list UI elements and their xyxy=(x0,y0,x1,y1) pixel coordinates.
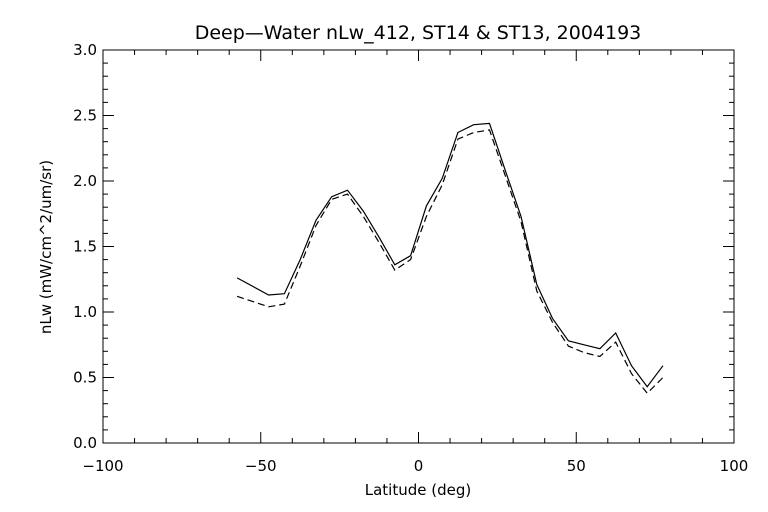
series-line-dashed xyxy=(236,129,664,395)
x-tick-label: 0 xyxy=(414,457,424,475)
x-tick-label: −100 xyxy=(82,457,123,475)
chart-title: Deep—Water nLw_412, ST14 & ST13, 2004193 xyxy=(195,22,642,44)
series-line-solid xyxy=(236,122,664,388)
y-tick-label: 2.0 xyxy=(73,172,97,190)
x-axis-label: Latitude (deg) xyxy=(365,481,471,499)
tick-labels: −100 −50 0 50 100 0.0 0.5 1.0 1.5 2.0 2.5 3.0 xyxy=(73,41,748,475)
y-tick-label: 0.5 xyxy=(73,369,97,387)
x-tick-label: 50 xyxy=(567,457,586,475)
axis-ticks xyxy=(102,49,735,444)
y-axis-label: nLw (mW/cm^2/um/sr) xyxy=(37,160,55,334)
x-tick-label: −50 xyxy=(245,457,277,475)
y-tick-label: 2.5 xyxy=(73,107,97,125)
y-tick-label: 1.5 xyxy=(73,238,97,256)
y-tick-label: 1.0 xyxy=(73,303,97,321)
x-tick-label: 100 xyxy=(720,457,749,475)
series-lines xyxy=(236,122,664,395)
y-tick-label: 3.0 xyxy=(73,41,97,59)
y-tick-label: 0.0 xyxy=(73,434,97,452)
